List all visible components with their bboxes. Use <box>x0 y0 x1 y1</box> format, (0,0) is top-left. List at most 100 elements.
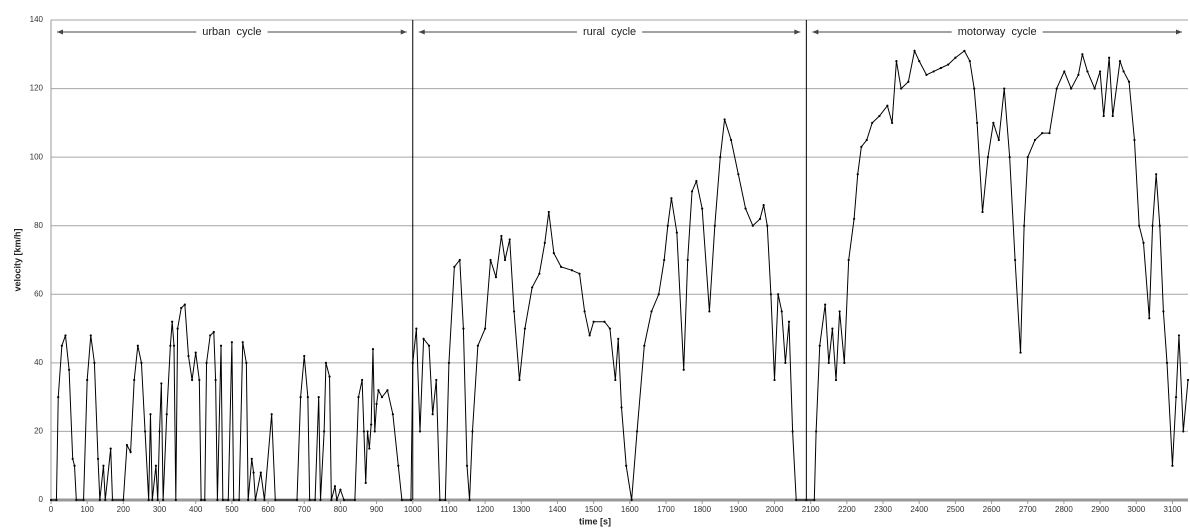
data-point <box>1186 378 1190 382</box>
data-point <box>143 430 147 433</box>
data-point <box>96 457 100 460</box>
data-point <box>871 121 874 124</box>
data-point <box>1098 70 1102 73</box>
data-point <box>670 197 673 200</box>
x-tick-label: 1800 <box>693 505 711 514</box>
data-point <box>1033 138 1037 142</box>
data-point <box>503 258 507 262</box>
data-point <box>109 447 112 450</box>
data-point <box>219 344 223 347</box>
x-tick-label: 2500 <box>946 505 964 514</box>
y-tick-label: 140 <box>30 15 44 24</box>
data-point <box>453 265 456 268</box>
data-point <box>787 320 791 323</box>
x-tick-label: 100 <box>80 505 94 514</box>
arrow-head <box>57 29 63 35</box>
data-point <box>400 498 404 502</box>
data-point <box>160 382 163 385</box>
data-point <box>713 224 716 227</box>
data-point <box>227 498 230 502</box>
data-point <box>147 498 150 502</box>
data-point <box>777 293 780 296</box>
data-point <box>932 70 935 73</box>
data-point <box>963 49 966 52</box>
segment-label-bg <box>196 25 268 38</box>
data-point <box>918 60 921 63</box>
data-point <box>471 430 474 433</box>
data-point <box>323 430 326 433</box>
data-point <box>838 310 841 313</box>
data-point <box>603 320 606 323</box>
data-point <box>630 498 633 502</box>
data-point <box>183 303 186 306</box>
data-point <box>75 498 78 502</box>
data-point <box>247 498 250 502</box>
data-point <box>328 375 331 378</box>
data-point <box>1165 361 1169 364</box>
data-point <box>620 406 623 409</box>
data-point <box>614 378 617 382</box>
data-point <box>723 118 726 121</box>
data-point <box>198 378 201 382</box>
data-point <box>737 173 740 176</box>
data-point <box>190 378 194 382</box>
data-point <box>411 361 414 364</box>
data-point <box>686 258 689 262</box>
data-point <box>552 252 555 255</box>
data-point <box>418 430 422 433</box>
data-point <box>274 498 277 502</box>
data-point <box>762 204 765 207</box>
data-point <box>232 498 235 502</box>
data-point <box>939 66 943 70</box>
data-point <box>730 138 733 142</box>
data-point <box>377 389 380 392</box>
data-point <box>1133 138 1136 142</box>
data-point <box>102 464 105 467</box>
arrow-head <box>812 29 819 35</box>
data-point <box>907 80 910 83</box>
data-point <box>214 378 217 382</box>
data-point <box>476 344 479 347</box>
data-point <box>500 234 503 238</box>
data-point <box>435 378 438 382</box>
data-point <box>174 498 177 502</box>
x-tick-label: 1000 <box>404 505 422 514</box>
data-point <box>518 378 521 382</box>
data-point <box>169 344 172 347</box>
x-tick-label: 2400 <box>910 505 928 514</box>
x-tick-label: 2100 <box>802 505 820 514</box>
x-tick-label: 1100 <box>440 505 458 514</box>
data-point <box>769 293 772 296</box>
data-point <box>708 310 711 313</box>
x-tick-label: 0 <box>49 505 54 514</box>
data-point <box>438 498 441 502</box>
data-point <box>259 471 262 474</box>
data-point <box>1118 60 1122 63</box>
data-point <box>427 344 431 347</box>
data-point <box>391 413 394 416</box>
data-point <box>813 498 816 502</box>
data-point <box>319 498 322 502</box>
data-point <box>578 272 581 275</box>
segment-label-bg <box>951 25 1043 38</box>
data-point <box>847 258 850 262</box>
data-point <box>397 464 400 467</box>
data-point <box>1138 224 1141 227</box>
y-axis-title: velocity [km/h] <box>12 228 22 291</box>
data-point <box>617 337 620 340</box>
data-point <box>690 190 694 193</box>
x-axis-title: time [s] <box>579 516 611 526</box>
data-point <box>570 269 574 272</box>
data-point <box>55 498 58 502</box>
data-point <box>1127 80 1131 83</box>
data-point <box>559 265 563 268</box>
data-point <box>523 327 527 330</box>
data-point <box>306 396 309 399</box>
x-tick-label: 1700 <box>657 505 675 514</box>
data-point <box>375 402 378 406</box>
data-point <box>815 430 818 433</box>
data-point <box>129 450 132 454</box>
data-point <box>209 334 212 337</box>
data-point <box>1041 132 1044 135</box>
